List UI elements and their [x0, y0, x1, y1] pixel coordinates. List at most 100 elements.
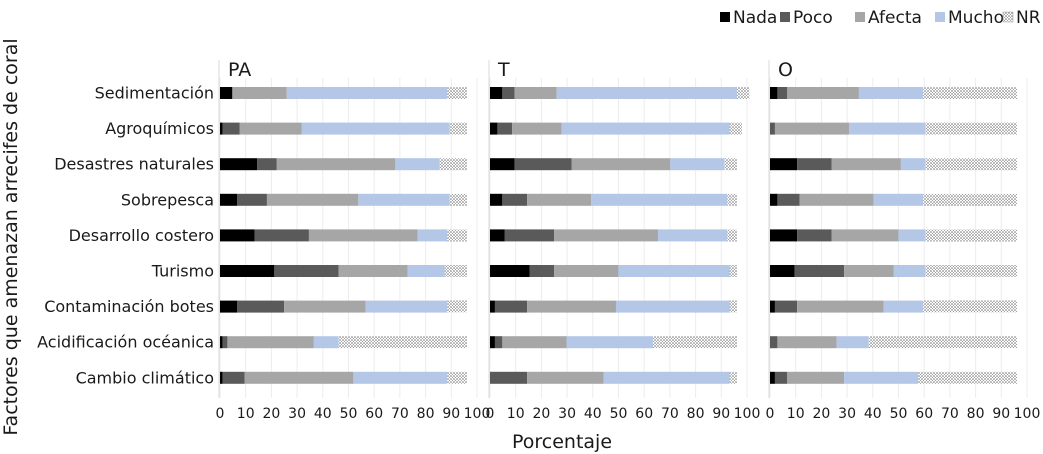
bar-pa-desarrollo-costero-afecta [308, 229, 418, 242]
bar-o-sedimentacion-mucho [858, 87, 924, 99]
bar-t-turismo-poco [529, 265, 555, 277]
bar-o-desastres-naturales-mucho [900, 158, 926, 171]
x-tick-label: 100 [1014, 406, 1041, 422]
bar-pa-agroquimicos-nr [449, 122, 467, 135]
category-label-contaminacion-botes: Contaminación botes [44, 297, 214, 316]
bar-o-cambio-climatico-nada [770, 371, 775, 384]
bar-t-agroquimicos-mucho [561, 122, 730, 135]
category-label-sedimentacion: Sedimentación [95, 84, 214, 103]
bar-o-cambio-climatico-mucho [844, 371, 919, 384]
panel-title-o: O [778, 59, 793, 81]
legend-label-nr: NR [1016, 8, 1041, 28]
x-tick-label: 20 [532, 406, 550, 422]
bar-pa-contaminacion-botes-afecta [284, 300, 366, 313]
bar-o-contaminacion-botes-poco [774, 300, 798, 313]
x-tick-label: 60 [635, 406, 653, 422]
bar-pa-desarrollo-costero-poco [254, 229, 309, 242]
bar-pa-cambio-climatico-poco [222, 371, 245, 384]
category-label-turismo: Turismo [151, 262, 214, 281]
bar-pa-desarrollo-costero-nada [220, 229, 255, 242]
bar-t-sobrepesca-nada [490, 193, 503, 206]
bar-pa-acidificacion-oceanica-nr [338, 336, 467, 349]
x-tick-label: 20 [812, 406, 830, 422]
bar-t-desarrollo-costero-afecta [554, 229, 658, 242]
bar-t-turismo-nada [490, 265, 530, 277]
x-tick-label: 30 [838, 406, 856, 422]
x-tick-label: 40 [864, 406, 882, 422]
x-tick-label: 0 [486, 406, 495, 422]
bar-o-acidificacion-oceanica-poco [770, 336, 778, 349]
bar-o-sedimentacion-nada [770, 87, 778, 99]
x-axis-label: Porcentaje [512, 431, 612, 453]
legend-label-mucho: Mucho [948, 8, 1004, 28]
bar-o-turismo-poco [794, 265, 845, 277]
legend-label-afecta: Afecta [868, 8, 922, 28]
bar-pa-desastres-naturales-nada [220, 158, 258, 171]
legend-swatch-nr [1002, 11, 1014, 23]
bar-t-desastres-naturales-nr [724, 158, 737, 171]
bar-pa-cambio-climatico-mucho [353, 371, 448, 384]
bar-t-acidificacion-oceanica-mucho [566, 336, 654, 349]
bar-o-contaminacion-botes-afecta [797, 300, 884, 313]
bar-o-contaminacion-botes-nr [923, 300, 1017, 313]
x-tick-label: 10 [507, 406, 525, 422]
bar-pa-desastres-naturales-mucho [395, 158, 440, 171]
x-tick-label: 70 [661, 406, 679, 422]
bar-t-acidificacion-oceanica-nr [653, 336, 737, 349]
panel-pa: PA 0 10 20 30 40 50 60 70 80 90 100 [216, 59, 491, 422]
y-axis-label: Factores que amenazan arrecifes de coral [0, 38, 22, 435]
x-tick-label: 100 [464, 406, 491, 422]
bar-o-sobrepesca-poco [777, 193, 800, 206]
bar-pa-sedimentacion-mucho [286, 87, 448, 99]
legend: Nada Poco Afecta Mucho NR [720, 8, 1041, 28]
bar-o-contaminacion-botes-mucho [883, 300, 924, 313]
bar-o-desastres-naturales-afecta [831, 158, 901, 171]
bar-t-turismo-mucho [618, 265, 730, 277]
x-tick-label: 80 [417, 406, 435, 422]
bar-o-sedimentacion-poco [777, 87, 788, 99]
bar-o-cambio-climatico-nr [918, 371, 1017, 384]
bar-t-agroquimicos-poco [497, 122, 513, 135]
bar-o-desarrollo-costero-nada [770, 229, 798, 242]
bar-pa-sobrepesca-poco [237, 193, 267, 206]
bar-pa-acidificacion-oceanica-mucho [313, 336, 339, 349]
bar-t-sedimentacion-nr [737, 87, 750, 99]
x-tick-label: 80 [967, 406, 985, 422]
category-label-desastres-naturales: Desastres naturales [54, 155, 214, 174]
category-label-cambio-climatico: Cambio climático [76, 368, 214, 387]
bar-t-sedimentacion-poco [502, 87, 515, 99]
bar-o-sobrepesca-nr [923, 193, 1017, 206]
bar-t-contaminacion-botes-nada [490, 300, 495, 313]
x-tick-label: 90 [712, 406, 730, 422]
bar-pa-contaminacion-botes-mucho [365, 300, 448, 313]
legend-swatch-nada [720, 12, 730, 22]
x-tick-label: 10 [237, 406, 255, 422]
bar-pa-desastres-naturales-nr [439, 158, 467, 171]
x-tick-label: 60 [365, 406, 383, 422]
bar-pa-turismo-afecta [338, 265, 408, 277]
bar-pa-cambio-climatico-nr [447, 371, 467, 384]
bar-t-sedimentacion-nada [490, 87, 503, 99]
bar-t-agroquimicos-nada [490, 122, 498, 135]
bar-pa-contaminacion-botes-poco [237, 300, 285, 313]
bar-o-turismo-afecta [844, 265, 894, 277]
bar-t-desarrollo-costero-mucho [657, 229, 728, 242]
x-tick-label: 60 [915, 406, 933, 422]
bar-t-cambio-climatico-afecta [527, 371, 604, 384]
bar-t-desarrollo-costero-nada [490, 229, 505, 242]
bar-t-agroquimicos-afecta [512, 122, 562, 135]
x-tick-label: 40 [314, 406, 332, 422]
bar-t-desastres-naturales-afecta [571, 158, 671, 171]
x-tick-label: 30 [288, 406, 306, 422]
bar-o-desarrollo-costero-poco [797, 229, 832, 242]
legend-swatch-poco [780, 12, 790, 22]
bar-pa-acidificacion-oceanica-poco [222, 336, 228, 349]
bar-pa-agroquimicos-nada [220, 122, 223, 135]
bar-pa-desarrollo-costero-mucho [417, 229, 448, 242]
bar-pa-desastres-naturales-afecta [276, 158, 396, 171]
bar-t-cambio-climatico-nr [729, 371, 737, 384]
bar-o-contaminacion-botes-nada [770, 300, 775, 313]
x-tick-label: 10 [787, 406, 805, 422]
